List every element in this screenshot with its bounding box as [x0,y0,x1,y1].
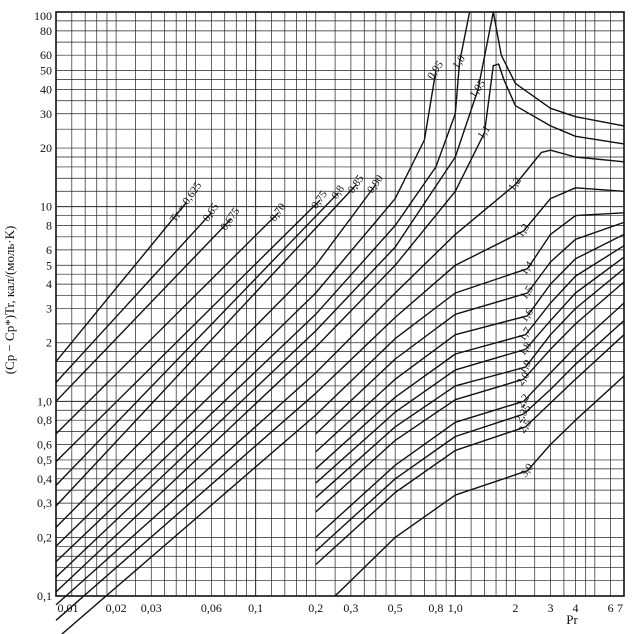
series-line-21 [315,302,625,538]
series-line-24 [334,375,625,597]
series-line-0 [55,202,187,363]
x-tick-label: 2 [512,601,518,615]
series-line-12 [55,149,625,606]
y-tick-label: 0,8 [37,413,52,427]
y-tick-label: 8 [46,219,52,233]
series-line-18 [315,256,625,484]
y-tick-label: 40 [40,82,52,96]
series-line-14 [60,212,625,634]
y-tick-label: 20 [40,141,52,155]
y-tick-label: 6 [46,243,52,257]
x-axis-label: Pr [566,612,578,627]
x-tick-labels: 0,01 0,02 0,03 0,06 0,1 0,2 0,3 0,5 0,8 1,0 2 3 4 6 7 [58,601,624,615]
series-line-16 [315,233,625,453]
y-tick-label: 3 [46,301,52,315]
series-line-2 [55,218,232,402]
series-line-22 [315,320,625,552]
plot-frame [55,11,625,597]
series-line-20 [315,281,625,513]
x-tick-label: 7 [617,601,623,615]
y-tick-label: 5 [46,258,52,272]
x-tick-label: 0,1 [248,601,263,615]
y-tick-label: 0,1 [37,589,52,603]
y-tick-label: 60 [40,48,52,62]
y-axis-label: (Cp − Cp*)Tr, кал/(моль·K) [2,226,17,375]
x-tick-label: 0,06 [201,601,222,615]
x-tick-label: 0,01 [58,601,79,615]
series-line-6 [55,184,358,507]
x-tick-label: 1,0 [448,601,463,615]
y-tick-label: 50 [40,64,52,78]
y-tick-label: 0,5 [37,453,52,467]
series-line-3 [55,212,279,435]
series-line-4 [55,199,321,463]
x-tick-label: 0,8 [428,601,443,615]
x-tick-label: 0,03 [141,601,162,615]
y-tick-label: 80 [40,24,52,38]
y-tick-label: 0,6 [37,438,52,452]
y-tick-label: 0,2 [37,530,52,544]
y-tick-label: 0,4 [37,472,52,486]
series-line-13 [55,187,625,621]
x-tick-label: 0,5 [388,601,403,615]
series-line-7 [55,184,377,528]
series-line-11 [55,63,625,593]
series-line-9 [55,11,471,563]
x-tick-label: 3 [548,601,554,615]
y-tick-label: 10 [40,200,52,214]
x-tick-label: 6 [608,601,614,615]
grid-lines [55,12,625,597]
x-tick-label: 0,2 [308,601,323,615]
x-tick-label: 0,02 [106,601,127,615]
series-line-1 [55,212,212,383]
series-line-17 [315,245,625,470]
y-tick-labels: 0,1 0,2 0,3 0,4 0,50,6 0,8 1,0 2 3 4 56 8 10 20 30 40 50… [34,9,52,603]
y-tick-label: 1,0 [37,394,52,408]
series-line-15 [315,221,625,435]
y-tick-label: 4 [46,277,52,291]
series-curves [55,11,625,634]
y-tick-label: 2 [46,336,52,350]
series-line-19 [315,268,625,499]
y-tick-label: 0,3 [37,496,52,510]
series-line-23 [315,334,625,566]
y-tick-label: 100 [34,9,52,23]
series-line-5 [55,192,340,486]
series-line-8 [55,70,437,547]
x-tick-label: 0,3 [343,601,358,615]
y-tick-label: 30 [40,107,52,121]
x-tick-label: 4 [572,601,578,615]
